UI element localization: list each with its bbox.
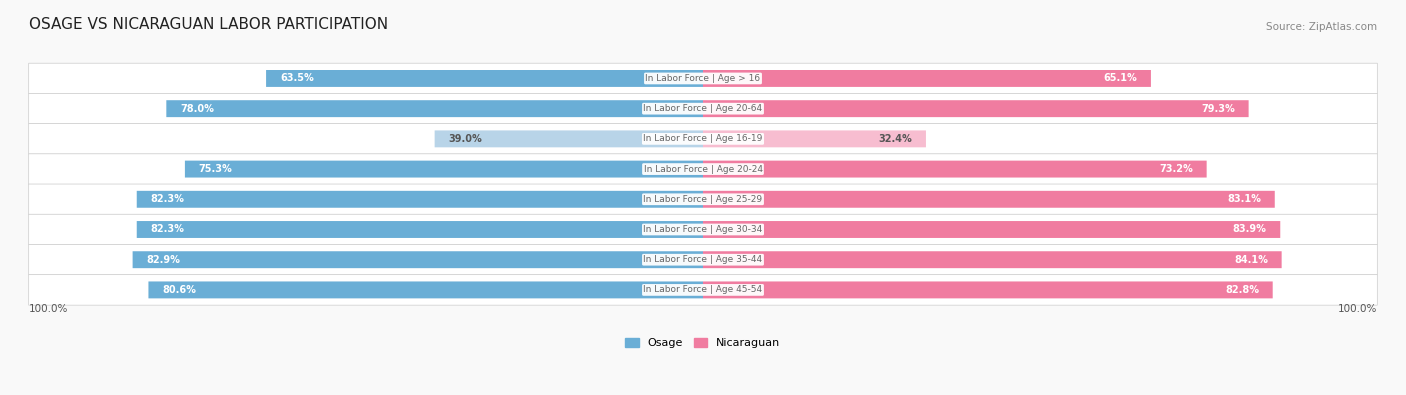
- Text: 65.1%: 65.1%: [1104, 73, 1137, 83]
- FancyBboxPatch shape: [28, 93, 1378, 124]
- FancyBboxPatch shape: [703, 251, 1282, 268]
- Text: 39.0%: 39.0%: [449, 134, 482, 144]
- Text: 100.0%: 100.0%: [28, 304, 67, 314]
- FancyBboxPatch shape: [703, 221, 1281, 238]
- FancyBboxPatch shape: [266, 70, 703, 87]
- FancyBboxPatch shape: [166, 100, 703, 117]
- FancyBboxPatch shape: [28, 184, 1378, 214]
- FancyBboxPatch shape: [149, 282, 703, 298]
- FancyBboxPatch shape: [703, 130, 927, 147]
- Text: Source: ZipAtlas.com: Source: ZipAtlas.com: [1267, 23, 1378, 32]
- FancyBboxPatch shape: [28, 63, 1378, 94]
- Text: In Labor Force | Age 35-44: In Labor Force | Age 35-44: [644, 255, 762, 264]
- Text: 83.1%: 83.1%: [1227, 194, 1261, 204]
- FancyBboxPatch shape: [186, 161, 703, 177]
- Text: 83.9%: 83.9%: [1233, 224, 1267, 235]
- Text: 78.0%: 78.0%: [180, 103, 214, 114]
- Text: In Labor Force | Age 45-54: In Labor Force | Age 45-54: [644, 286, 762, 294]
- Text: 73.2%: 73.2%: [1159, 164, 1192, 174]
- FancyBboxPatch shape: [703, 70, 1152, 87]
- Text: 75.3%: 75.3%: [198, 164, 232, 174]
- Text: In Labor Force | Age 16-19: In Labor Force | Age 16-19: [644, 134, 762, 143]
- FancyBboxPatch shape: [703, 100, 1249, 117]
- Text: 82.3%: 82.3%: [150, 224, 184, 235]
- FancyBboxPatch shape: [703, 161, 1206, 177]
- FancyBboxPatch shape: [28, 275, 1378, 305]
- Text: 82.3%: 82.3%: [150, 194, 184, 204]
- Text: OSAGE VS NICARAGUAN LABOR PARTICIPATION: OSAGE VS NICARAGUAN LABOR PARTICIPATION: [28, 17, 388, 32]
- FancyBboxPatch shape: [132, 251, 703, 268]
- Text: In Labor Force | Age 30-34: In Labor Force | Age 30-34: [644, 225, 762, 234]
- FancyBboxPatch shape: [136, 221, 703, 238]
- FancyBboxPatch shape: [28, 245, 1378, 275]
- Text: 82.8%: 82.8%: [1225, 285, 1258, 295]
- FancyBboxPatch shape: [136, 191, 703, 208]
- FancyBboxPatch shape: [28, 214, 1378, 245]
- Text: 63.5%: 63.5%: [280, 73, 314, 83]
- FancyBboxPatch shape: [703, 191, 1275, 208]
- Text: 80.6%: 80.6%: [162, 285, 195, 295]
- FancyBboxPatch shape: [28, 154, 1378, 184]
- FancyBboxPatch shape: [434, 130, 703, 147]
- Text: In Labor Force | Age 25-29: In Labor Force | Age 25-29: [644, 195, 762, 204]
- Text: 84.1%: 84.1%: [1234, 255, 1268, 265]
- FancyBboxPatch shape: [28, 124, 1378, 154]
- Text: 82.9%: 82.9%: [146, 255, 180, 265]
- Text: In Labor Force | Age 20-64: In Labor Force | Age 20-64: [644, 104, 762, 113]
- Text: 32.4%: 32.4%: [879, 134, 912, 144]
- Text: 100.0%: 100.0%: [1339, 304, 1378, 314]
- Text: 79.3%: 79.3%: [1201, 103, 1234, 114]
- Text: In Labor Force | Age 20-24: In Labor Force | Age 20-24: [644, 165, 762, 173]
- FancyBboxPatch shape: [703, 282, 1272, 298]
- Legend: Osage, Nicaraguan: Osage, Nicaraguan: [621, 334, 785, 353]
- Text: In Labor Force | Age > 16: In Labor Force | Age > 16: [645, 74, 761, 83]
